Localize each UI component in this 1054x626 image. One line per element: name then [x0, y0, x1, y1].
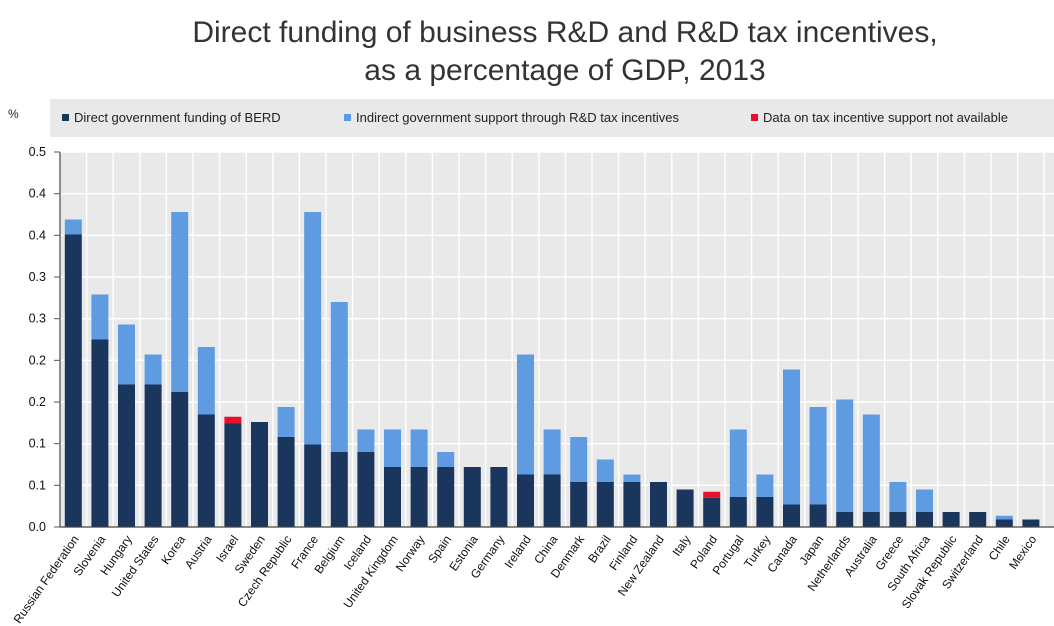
y-tick-label: 0.0 — [29, 520, 46, 534]
bar-indirect — [144, 354, 162, 385]
bar-indirect — [995, 515, 1013, 520]
y-tick-label: 0.4 — [29, 187, 46, 201]
bar-direct — [703, 497, 721, 527]
bar-direct — [304, 444, 322, 527]
bar-indirect — [410, 429, 428, 467]
bar-direct — [836, 512, 854, 527]
x-tick-label: Russian Federation — [11, 533, 82, 626]
bar-indirect — [543, 429, 561, 475]
bar-direct — [862, 512, 880, 527]
y-tick-label: 0.1 — [29, 478, 46, 492]
bar-direct — [517, 474, 534, 527]
bar-direct — [171, 392, 189, 527]
chart-title: Direct funding of business R&D and R&D t… — [192, 16, 937, 49]
bar-direct — [942, 512, 960, 527]
bar-not_available — [224, 416, 242, 424]
y-tick-label: 0.5 — [29, 145, 46, 159]
bar-direct — [543, 474, 561, 527]
bar-indirect — [197, 347, 215, 415]
bar-direct — [357, 452, 375, 527]
bar-direct — [995, 519, 1013, 527]
bar-indirect — [889, 482, 907, 512]
bar-direct — [91, 339, 109, 527]
bar-direct — [623, 482, 641, 527]
bar-direct — [251, 422, 268, 527]
bar-indirect — [91, 294, 109, 340]
legend-swatch-not_available — [751, 114, 758, 121]
bar-not_available — [703, 491, 721, 498]
bar-direct — [969, 512, 987, 527]
bar-direct — [384, 467, 401, 527]
bar-indirect — [729, 429, 747, 497]
bar-indirect — [277, 407, 295, 437]
legend-background — [50, 99, 1054, 137]
bar-direct — [64, 234, 82, 527]
bar-indirect — [623, 474, 641, 482]
bar-indirect — [304, 212, 322, 445]
bar-direct — [490, 467, 508, 527]
y-tick-label: 0.4 — [29, 228, 46, 242]
y-tick-label: 0.3 — [29, 270, 46, 284]
bar-indirect — [118, 324, 135, 385]
bar-direct — [463, 467, 481, 527]
x-tick-label: Austria — [182, 532, 215, 571]
bar-direct — [729, 497, 747, 527]
bar-indirect — [570, 437, 588, 482]
bar-indirect — [916, 489, 933, 512]
bar-indirect — [756, 474, 774, 497]
bar-indirect — [64, 219, 82, 235]
bar-indirect — [330, 302, 348, 452]
bar-direct — [916, 512, 933, 527]
bar-direct — [330, 452, 348, 527]
bar-direct — [118, 384, 135, 527]
x-tick-label: Mexico — [1006, 532, 1039, 571]
bar-indirect — [517, 354, 534, 475]
bar-direct — [570, 482, 588, 527]
y-tick-label: 0.3 — [29, 312, 46, 326]
bar-indirect — [437, 452, 455, 467]
legend-swatch-indirect — [344, 114, 351, 121]
bar-direct — [650, 482, 667, 527]
bar-direct — [596, 482, 614, 527]
bar-indirect — [809, 407, 827, 505]
bar-direct — [1022, 519, 1040, 527]
bar-direct — [410, 467, 428, 527]
bar-direct — [437, 467, 455, 527]
bar-indirect — [596, 459, 614, 482]
legend-label-not_available: Data on tax incentive support not availa… — [763, 110, 1008, 125]
bar-direct — [197, 414, 215, 527]
y-axis-label: % — [8, 107, 19, 121]
bar-direct — [809, 504, 827, 527]
legend: Direct government funding of BERD Indirec… — [62, 110, 1008, 125]
x-tick-label: Ireland — [501, 533, 534, 571]
bar-direct — [144, 384, 162, 527]
bar-direct — [224, 423, 242, 527]
bar-indirect — [836, 399, 854, 512]
bar-indirect — [862, 414, 880, 512]
bar-indirect — [384, 429, 401, 467]
bar-direct — [783, 504, 800, 527]
bar-direct — [676, 489, 694, 527]
bar-direct — [756, 497, 774, 527]
bar-direct — [277, 437, 295, 527]
chart-subtitle: as a percentage of GDP, 2013 — [364, 54, 765, 87]
bar-indirect — [783, 369, 800, 505]
legend-swatch-direct — [62, 114, 69, 121]
bar-direct — [889, 512, 907, 527]
x-tick-label: Italy — [669, 533, 693, 559]
legend-label-indirect: Indirect government support through R&D … — [356, 110, 680, 125]
bar-indirect — [357, 429, 375, 452]
y-tick-label: 0.2 — [29, 395, 46, 409]
bar-indirect — [171, 212, 189, 392]
y-tick-label: 0.2 — [29, 353, 46, 367]
legend-label-direct: Direct government funding of BERD — [74, 110, 281, 125]
y-tick-label: 0.1 — [29, 437, 46, 451]
plot-area: 0.0 0.1 0.1 0.2 0.2 0.3 0.3 0.4 0.4 0.5 Russian Fe… — [11, 145, 1054, 626]
